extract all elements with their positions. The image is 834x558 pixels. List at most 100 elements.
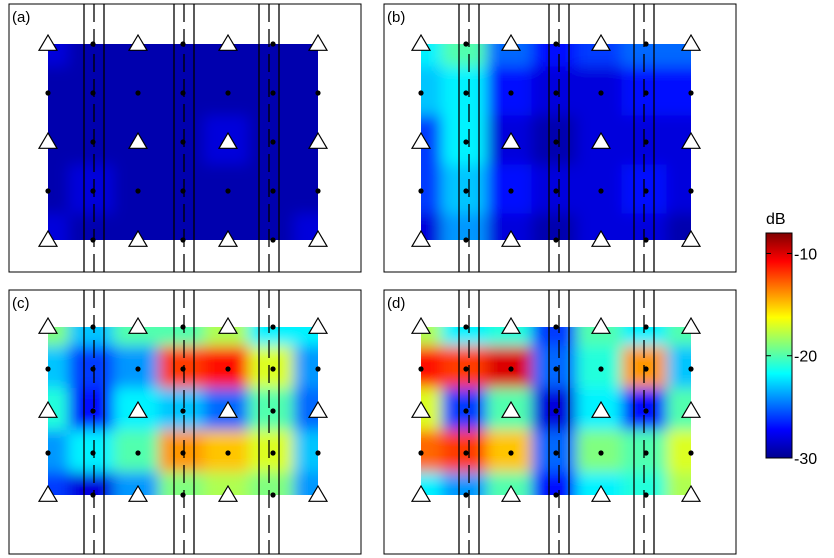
dot-marker [45,188,51,194]
heatmap-cell [293,346,318,392]
triangle-marker [37,131,59,149]
dot-marker [643,188,649,194]
dot-marker [508,450,514,456]
triangle-marker [500,229,522,247]
triangle-marker [127,229,149,247]
heatmap-cell [531,472,581,495]
dot-marker [553,139,559,145]
dot-marker [553,90,559,96]
triangle-marker [500,400,522,418]
triangle-marker [500,316,522,334]
heatmap [421,327,691,495]
dot-marker [418,450,424,456]
heatmap-cell [293,472,318,495]
triangle-marker [410,131,432,149]
dot-marker [135,450,141,456]
dot-marker [643,492,649,498]
heatmap-cell [666,66,691,120]
heatmap-cell [421,213,446,240]
triangle-marker [217,229,239,247]
dot-marker [643,324,649,330]
heatmap-cell [486,472,536,495]
dot-marker [90,139,96,145]
heatmap-cell [531,327,581,350]
heatmap [421,44,691,240]
triangle-marker [307,131,329,149]
heatmap-cell [441,213,491,240]
heatmap-cell [158,213,208,240]
dot-marker [643,450,649,456]
heatmap-cell [441,327,491,350]
heatmap-cell [421,472,446,495]
dot-marker [463,492,469,498]
dot-marker [90,90,96,96]
dot-marker [180,90,186,96]
heatmap-cell [666,164,691,218]
heatmap-cell [158,327,208,350]
triangle-marker [127,131,149,149]
dot-marker [270,492,276,498]
heatmap-cell [666,430,691,476]
dot-marker [508,366,514,372]
dot-marker [553,237,559,243]
triangle-marker [37,33,59,51]
dot-marker [225,90,231,96]
heatmap-cell [48,164,73,218]
heatmap-cell [48,213,73,240]
heatmap-cell [248,44,298,71]
triangle-marker [680,484,702,502]
triangle-marker [500,484,522,502]
triangle-marker [590,33,612,51]
dot-marker [463,90,469,96]
dot-marker [270,366,276,372]
heatmap-cells [421,44,691,240]
colorbar-unit-label: dB [766,211,786,228]
panel-a: (a) [8,3,362,273]
colorbar: dB -10 -20 -30 [765,211,817,468]
dot-marker [643,90,649,96]
triangle-marker [410,484,432,502]
heatmap-cell [113,327,163,350]
heatmap-cells [421,327,691,495]
panel-label: (b) [387,9,405,26]
triangle-marker [500,131,522,149]
dot-marker [463,188,469,194]
dot-marker [90,408,96,414]
dot-marker [270,237,276,243]
heatmap-cell [248,213,298,240]
triangle-marker [127,484,149,502]
dot-marker [553,41,559,47]
dot-marker [553,366,559,372]
heatmap-cell [441,44,491,71]
dot-marker [90,492,96,498]
dot-marker [180,366,186,372]
dot-marker [270,324,276,330]
dot-marker [315,366,321,372]
dot-marker [688,188,694,194]
dot-marker [418,188,424,194]
dot-marker [463,408,469,414]
heatmap-cell [421,66,446,120]
heatmap-cell [531,213,581,240]
triangle-marker [500,33,522,51]
dot-marker [225,450,231,456]
dot-marker [463,366,469,372]
triangle-marker [410,400,432,418]
triangle-marker [307,316,329,334]
heatmap-cell [158,44,208,71]
dot-marker [270,90,276,96]
triangle-marker [127,400,149,418]
heatmap-cell [621,213,671,240]
triangle-marker [307,229,329,247]
colorbar-tick-label: -10 [794,246,817,263]
dot-marker [270,408,276,414]
dot-marker [45,450,51,456]
triangle-marker [37,229,59,247]
dot-marker [315,450,321,456]
heatmap-cell [113,472,163,495]
heatmap-cell [293,213,318,240]
panel-label: (c) [12,295,30,312]
dot-marker [180,237,186,243]
heatmap-cell [421,346,446,392]
